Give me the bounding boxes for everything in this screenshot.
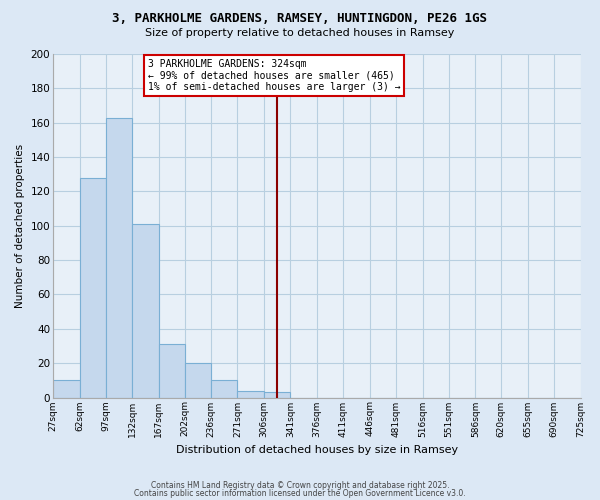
Y-axis label: Number of detached properties: Number of detached properties	[15, 144, 25, 308]
Bar	[159, 344, 185, 398]
Text: 3 PARKHOLME GARDENS: 324sqm
← 99% of detached houses are smaller (465)
1% of sem: 3 PARKHOLME GARDENS: 324sqm ← 99% of det…	[148, 59, 400, 92]
Bar	[185, 363, 211, 398]
Bar	[133, 224, 159, 398]
Text: Size of property relative to detached houses in Ramsey: Size of property relative to detached ho…	[145, 28, 455, 38]
Bar	[211, 380, 238, 398]
Text: 3, PARKHOLME GARDENS, RAMSEY, HUNTINGDON, PE26 1GS: 3, PARKHOLME GARDENS, RAMSEY, HUNTINGDON…	[113, 12, 487, 26]
X-axis label: Distribution of detached houses by size in Ramsey: Distribution of detached houses by size …	[176, 445, 458, 455]
Bar	[238, 390, 264, 398]
Text: Contains HM Land Registry data © Crown copyright and database right 2025.: Contains HM Land Registry data © Crown c…	[151, 480, 449, 490]
Bar	[264, 392, 290, 398]
Bar	[80, 178, 106, 398]
Bar	[106, 118, 133, 398]
Text: Contains public sector information licensed under the Open Government Licence v3: Contains public sector information licen…	[134, 489, 466, 498]
Bar	[53, 380, 80, 398]
